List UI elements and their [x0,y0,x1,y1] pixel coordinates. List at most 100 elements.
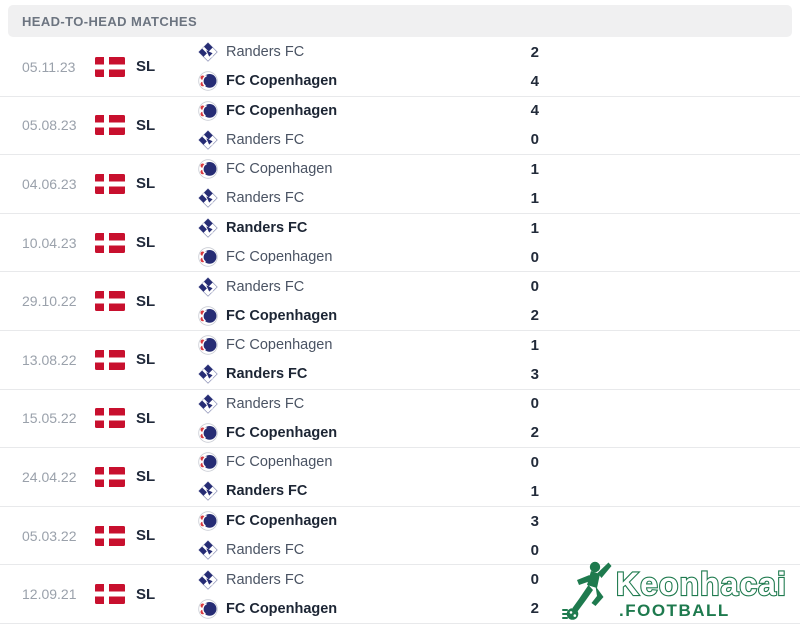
randers-fc-logo-icon [198,130,218,150]
team-line-bottom[interactable]: FC Copenhagen 2 [198,305,546,326]
league-cell: SL [95,173,198,194]
team-line-top[interactable]: Randers FC 2 [198,42,546,62]
match-row[interactable]: 04.06.23 SL [0,155,800,214]
team-name: Randers FC [226,571,305,588]
fc-copenhagen-logo-icon [198,511,218,531]
randers-fc-logo-icon [198,569,218,590]
randers-fc-logo-icon [198,276,218,297]
league-code: SL [136,585,156,603]
team-line-bottom[interactable]: Randers FC 1 [198,188,546,209]
league-cell: SL [95,408,198,429]
match-row[interactable]: 24.04.22 SL [0,448,800,507]
match-date: 05.08.23 [22,117,77,134]
match-row[interactable]: 05.08.23 SL [0,96,800,156]
denmark-flag-icon [95,291,125,312]
team-line-bottom[interactable]: FC Copenhagen 0 [198,247,546,267]
randers-fc-logo-icon [198,394,218,414]
match-date: 15.05.22 [22,410,77,427]
league-cell: SL [95,232,198,253]
team-line-top[interactable]: FC Copenhagen 4 [198,101,546,121]
team-score: 3 [530,512,539,530]
denmark-flag-icon [95,349,125,370]
team-line-top[interactable]: FC Copenhagen 3 [198,511,546,531]
team-score: 1 [530,189,539,207]
team-name: Randers FC [226,366,308,383]
fc-copenhagen-logo-icon [198,452,218,473]
team-name: FC Copenhagen [226,600,338,617]
match-date: 05.03.22 [22,527,77,544]
team-name: Randers FC [226,220,308,237]
teams-cell: Randers FC 0 [198,394,546,443]
team-name: FC Copenhagen [226,102,338,119]
match-date: 29.10.22 [22,293,77,310]
teams-cell: FC Copenhagen 4 [198,101,546,150]
team-line-top[interactable]: FC Copenhagen 1 [198,159,546,180]
match-row[interactable]: 13.08.22 SL [0,330,800,390]
fc-copenhagen-logo-icon [198,247,218,267]
team-score: 3 [530,365,539,383]
league-cell: SL [95,115,198,136]
denmark-flag-icon [95,584,125,605]
fc-copenhagen-logo-icon [198,305,218,326]
league-cell: SL [95,525,198,546]
teams-cell: FC Copenhagen 3 [198,511,546,560]
team-name: FC Copenhagen [226,454,333,471]
randers-fc-logo-icon [198,42,218,62]
league-code: SL [136,527,156,545]
league-cell: SL [95,291,198,312]
team-score: 2 [530,307,539,325]
denmark-flag-icon [95,56,125,77]
team-score: 0 [530,571,539,589]
team-line-top[interactable]: Randers FC 0 [198,569,546,590]
section-header: HEAD-TO-HEAD MATCHES [8,5,792,37]
denmark-flag-icon [95,173,125,194]
match-date: 10.04.23 [22,234,77,251]
team-line-top[interactable]: FC Copenhagen 0 [198,452,546,473]
team-score: 0 [530,453,539,471]
team-score: 2 [530,43,539,61]
teams-cell: FC Copenhagen 1 [198,335,546,384]
fc-copenhagen-logo-icon [198,159,218,180]
match-row[interactable]: 29.10.22 SL [0,272,800,331]
match-row[interactable]: 05.11.23 SL [0,38,800,97]
match-date: 13.08.22 [22,351,77,368]
fc-copenhagen-logo-icon [198,101,218,121]
team-name: FC Copenhagen [226,307,338,324]
team-line-top[interactable]: FC Copenhagen 1 [198,335,546,355]
team-name: FC Copenhagen [226,424,338,441]
team-line-bottom[interactable]: Randers FC 0 [198,540,546,560]
team-line-bottom[interactable]: Randers FC 0 [198,130,546,150]
team-name: Randers FC [226,278,305,295]
match-row[interactable]: 05.03.22 SL [0,506,800,566]
team-line-bottom[interactable]: FC Copenhagen 2 [198,598,546,619]
match-row[interactable]: 12.09.21 SL [0,565,800,624]
league-code: SL [136,58,156,76]
league-code: SL [136,351,156,369]
teams-cell: FC Copenhagen 0 [198,452,546,502]
team-line-top[interactable]: Randers FC 1 [198,218,546,238]
team-line-bottom[interactable]: FC Copenhagen 2 [198,423,546,443]
denmark-flag-icon [95,115,125,136]
team-line-bottom[interactable]: Randers FC 1 [198,481,546,502]
team-line-top[interactable]: Randers FC 0 [198,394,546,414]
section-title: HEAD-TO-HEAD MATCHES [22,13,198,29]
team-line-bottom[interactable]: Randers FC 3 [198,364,546,384]
match-row[interactable]: 10.04.23 SL [0,213,800,273]
team-name: Randers FC [226,190,305,207]
team-line-bottom[interactable]: FC Copenhagen 4 [198,71,546,91]
league-code: SL [136,409,156,427]
league-cell: SL [95,56,198,77]
team-score: 2 [530,424,539,442]
league-code: SL [136,234,156,252]
league-code: SL [136,175,156,193]
team-score: 4 [530,102,539,120]
team-line-top[interactable]: Randers FC 0 [198,276,546,297]
team-name: Randers FC [226,44,305,61]
fc-copenhagen-logo-icon [198,423,218,443]
match-date: 04.06.23 [22,175,77,192]
team-score: 1 [530,219,539,237]
match-date: 05.11.23 [22,58,76,75]
teams-cell: Randers FC 0 [198,276,546,326]
match-row[interactable]: 15.05.22 SL [0,389,800,449]
